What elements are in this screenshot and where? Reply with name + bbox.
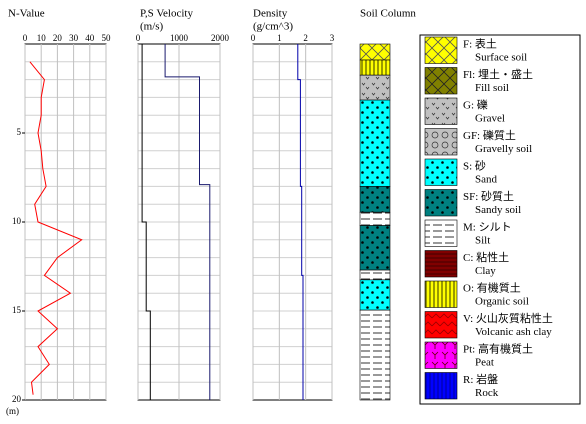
- x-tick-label: 50: [102, 33, 112, 43]
- legend-label: R: 岩盤: [463, 372, 498, 386]
- legend-label: Fl: 埋土・盛土: [463, 67, 533, 81]
- chart-title: Soil Column: [360, 8, 416, 20]
- legend-english: Fill soil: [475, 82, 509, 94]
- y-tick-label: 20: [12, 394, 22, 404]
- legend-label: F: 表土: [463, 37, 497, 51]
- legend-swatch: [424, 219, 458, 247]
- y-tick-label: 5: [17, 127, 22, 137]
- legend-label: GF: 礫質土: [463, 128, 516, 142]
- legend-english: Gravel: [475, 113, 505, 125]
- x-tick-label: 3: [330, 33, 335, 43]
- legend-swatch: [424, 158, 458, 186]
- x-tick-label: 30: [69, 33, 79, 43]
- legend-swatch: [424, 36, 458, 64]
- x-tick-label: 1000: [170, 33, 189, 43]
- legend-swatch: [424, 67, 458, 95]
- legend-english: Gravelly soil: [475, 143, 532, 155]
- x-tick-label: 0: [23, 33, 28, 43]
- legend-label: SF: 砂質土: [463, 189, 514, 203]
- soil-layer: [359, 74, 391, 101]
- legend-swatch: [424, 128, 458, 156]
- legend-label: V: 火山灰質粘性土: [463, 311, 553, 325]
- x-tick-label: 1: [277, 33, 282, 43]
- data-line: [29, 61, 83, 395]
- legend-english: Volcanic ash clay: [475, 326, 552, 338]
- legend-swatch: [424, 372, 458, 400]
- x-tick-label: 0: [136, 33, 141, 43]
- x-tick-label: 2: [303, 33, 308, 43]
- legend-label: M: シルト: [463, 222, 512, 234]
- legend-label: G: 礫: [463, 98, 488, 112]
- x-tick-label: 40: [85, 33, 95, 43]
- soil-layer: [359, 225, 391, 271]
- data-line: [297, 44, 304, 400]
- soil-layer: [359, 99, 391, 187]
- y-tick-label: 15: [12, 305, 22, 315]
- legend-swatch: [424, 341, 458, 369]
- chart-title: P,S Velocity: [140, 8, 193, 20]
- soil-layer: [359, 43, 391, 61]
- legend-swatch: [424, 280, 458, 308]
- x-tick-label: 10: [37, 33, 47, 43]
- legend-english: Organic soil: [475, 296, 529, 308]
- chart-subtitle: (m/s): [140, 21, 164, 33]
- soil-layer: [359, 59, 391, 76]
- x-tick-label: 0: [251, 33, 256, 43]
- legend-english: Sand: [475, 174, 498, 186]
- legend-label: O: 有機質土: [463, 281, 521, 295]
- legend-label: C: 粘性土: [463, 250, 509, 264]
- legend-english: Surface soil: [475, 52, 527, 64]
- legend-english: Silt: [475, 235, 490, 247]
- chart-title: N-Value: [8, 8, 45, 20]
- soil-layer: [359, 279, 391, 311]
- legend-english: Rock: [475, 387, 499, 399]
- data-line: [141, 44, 151, 400]
- x-tick-label: 20: [53, 33, 63, 43]
- data-line: [164, 44, 211, 400]
- legend-label: S: 砂: [463, 160, 486, 173]
- y-axis-label: (m): [6, 406, 19, 416]
- legend-english: Clay: [475, 265, 496, 277]
- chart-subtitle: (g/cm^3): [253, 21, 293, 33]
- legend-label: Pt: 高有機質土: [463, 342, 533, 356]
- legend-english: Peat: [475, 357, 494, 369]
- legend-swatch: [424, 250, 458, 278]
- legend-swatch: [424, 311, 458, 339]
- x-tick-label: 2000: [211, 33, 230, 43]
- soil-layer: [359, 309, 391, 401]
- soil-layer: [359, 269, 391, 281]
- y-tick-label: 10: [12, 216, 22, 226]
- legend-english: Sandy soil: [475, 204, 521, 216]
- legend-swatch: [424, 189, 458, 217]
- soil-layer: [359, 186, 391, 213]
- soil-layer: [359, 211, 391, 226]
- chart-title: Density: [253, 8, 288, 20]
- legend-swatch: [424, 97, 458, 125]
